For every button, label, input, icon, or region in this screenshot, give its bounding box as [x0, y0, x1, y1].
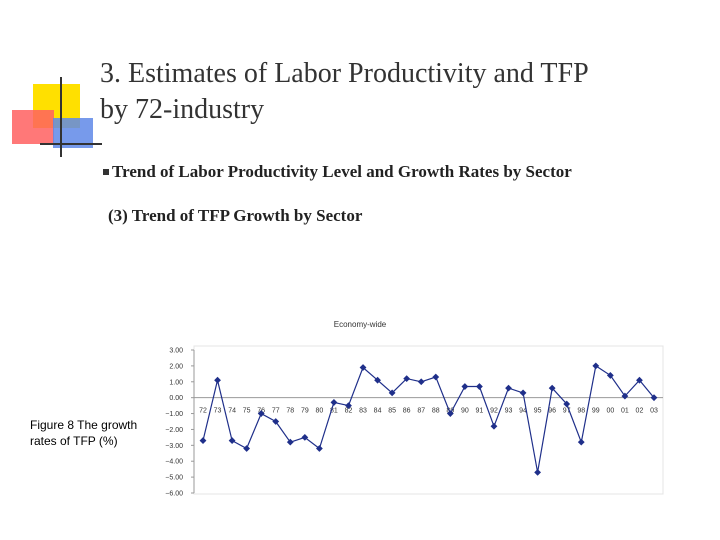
x-tick-label: 95 [534, 408, 542, 415]
y-tick-label: 2.00 [169, 363, 183, 370]
x-tick-label: 88 [432, 408, 440, 415]
x-tick-label: 81 [330, 408, 338, 415]
data-point-marker [432, 373, 440, 381]
x-tick-label: 87 [417, 408, 425, 415]
x-tick-label: 73 [214, 408, 222, 415]
x-tick-label: 00 [606, 408, 614, 415]
data-point-marker [606, 372, 614, 379]
x-tick-label: 98 [577, 408, 585, 415]
subheading: (3) Trend of TFP Growth by Sector [108, 206, 363, 225]
data-point-marker [345, 402, 352, 410]
tfp-line-chart: Economy-wide 3.00 2.00 1.00 0.00 −1.00 −2.00 −… [165, 320, 664, 498]
data-point-marker [446, 410, 454, 417]
data-point-marker [257, 410, 265, 417]
data-point-marker [417, 378, 425, 386]
x-tick-label: 96 [548, 408, 556, 415]
y-tick-label: −4.00 [165, 459, 183, 466]
x-tick-label: 99 [592, 408, 600, 415]
y-tick-label: −3.00 [165, 443, 183, 450]
x-tick-label: 84 [374, 408, 382, 415]
decorative-vertical-line [60, 77, 62, 157]
data-point-marker [388, 389, 396, 397]
decorative-horizontal-line [40, 143, 102, 145]
chart-plot-border [193, 345, 664, 495]
data-point-marker [650, 394, 658, 402]
data-point-marker [359, 364, 367, 371]
slide-title-line-1: 3. Estimates of Labor Productivity and T… [100, 58, 589, 89]
y-tick-label: −6.00 [165, 491, 183, 498]
decorative-red-square [12, 110, 54, 144]
data-point-marker [505, 384, 512, 392]
series-line [202, 364, 655, 473]
y-tick-label: 3.00 [169, 348, 183, 355]
x-tick-label: 74 [228, 408, 236, 415]
y-tick-label: −5.00 [165, 475, 183, 482]
data-point-marker [577, 438, 585, 446]
x-tick-label: 80 [315, 408, 323, 415]
y-tick-label: −1.00 [165, 411, 183, 418]
x-tick-label: 79 [301, 408, 309, 415]
x-tick-label: 78 [286, 408, 294, 415]
data-point-marker [199, 437, 207, 444]
data-point-marker [403, 375, 411, 382]
x-tick-label: 02 [636, 408, 644, 415]
slide-title: 3. Estimates of Labor Productivity and T… [100, 56, 700, 128]
x-tick-label: 75 [243, 408, 251, 415]
data-point-marker [621, 392, 629, 400]
figure-caption: Figure 8 The growth rates of TFP (%) [30, 418, 138, 448]
x-tick-label: 03 [650, 408, 658, 415]
x-tick-label: 97 [563, 408, 571, 415]
x-tick-label: 90 [461, 408, 469, 415]
data-point-marker [490, 422, 498, 430]
x-tick-label: 91 [476, 408, 484, 415]
bullet-text: Trend of Labor Productivity Level and Gr… [112, 162, 572, 181]
x-tick-label: 01 [621, 408, 629, 415]
data-point-marker [243, 445, 251, 452]
data-point-marker [286, 438, 294, 446]
data-point-marker [519, 389, 527, 397]
x-tick-label: 86 [403, 408, 411, 415]
data-point-marker [534, 468, 542, 476]
data-point-marker [301, 433, 309, 441]
data-point-marker [461, 383, 469, 390]
data-point-marker [592, 362, 600, 370]
x-tick-label: 72 [199, 408, 207, 415]
x-tick-label: 85 [388, 408, 396, 415]
data-point-marker [315, 445, 323, 452]
slide-title-line-2: by 72-industry [100, 94, 265, 125]
x-tick-label: 82 [345, 408, 353, 415]
x-tick-label: 94 [519, 408, 527, 415]
data-point-marker [563, 400, 571, 408]
y-tick-label: 0.00 [169, 395, 183, 402]
data-point-marker [636, 376, 643, 384]
data-point-marker [374, 376, 381, 384]
data-point-marker [330, 399, 338, 406]
data-point-marker [476, 383, 483, 390]
data-point-marker [548, 384, 556, 392]
data-point-marker [214, 376, 221, 384]
x-tick-label: 77 [272, 408, 280, 415]
x-tick-label: 83 [359, 408, 367, 415]
chart-title: Economy-wide [334, 320, 387, 329]
bullet-square-icon [103, 169, 109, 175]
data-point-marker [272, 418, 280, 425]
x-tick-label: 92 [490, 408, 498, 415]
data-point-marker [228, 437, 236, 444]
y-tick-label: −2.00 [165, 427, 183, 434]
x-tick-label: 93 [505, 408, 513, 415]
y-tick-label: 1.00 [169, 379, 183, 386]
